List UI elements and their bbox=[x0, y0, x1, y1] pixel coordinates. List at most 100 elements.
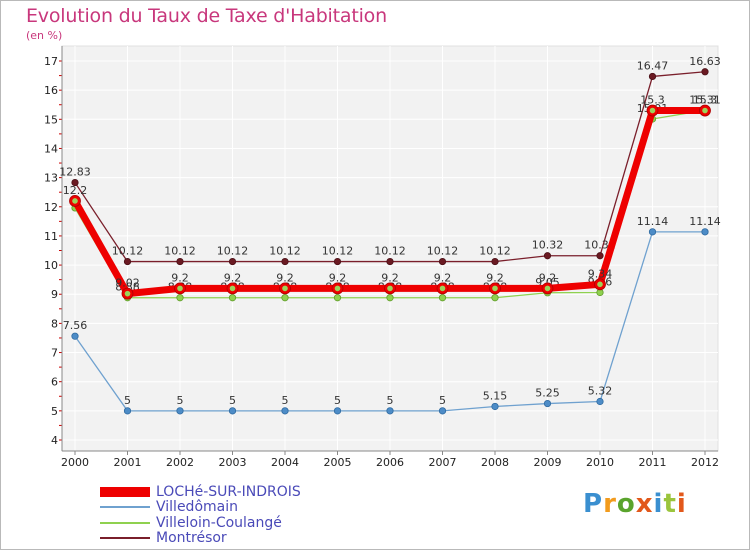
y-tick-label: 15 bbox=[44, 113, 58, 126]
series-3-data-label: 9.2 bbox=[224, 271, 242, 284]
series-2-point bbox=[648, 228, 657, 236]
series-1-point bbox=[228, 294, 237, 302]
series-0-point bbox=[333, 257, 342, 266]
series-2-point bbox=[543, 399, 552, 408]
y-tick-label: 7 bbox=[51, 347, 58, 360]
series-2-data-label: 11.14 bbox=[637, 215, 669, 228]
x-tick-label: 2004 bbox=[271, 456, 299, 469]
series-2-data-label: 7.56 bbox=[63, 319, 88, 332]
y-tick-label: 9 bbox=[51, 288, 58, 301]
series-2-data-label: 5 bbox=[177, 394, 184, 407]
series-2-data-label: 11.14 bbox=[689, 215, 721, 228]
series-2-point bbox=[333, 407, 342, 415]
series-1-data-label: 15.31 bbox=[689, 93, 721, 106]
series-2-point bbox=[701, 228, 709, 236]
series-1-point bbox=[438, 294, 447, 302]
y-tick-label: 4 bbox=[51, 434, 58, 447]
y-tick-label: 8 bbox=[51, 317, 58, 330]
series-3-data-label: 9.2 bbox=[276, 271, 294, 284]
series-3-data-label: 9.2 bbox=[329, 271, 347, 284]
logo-letter: r bbox=[603, 489, 617, 519]
legend-label-villeloin: Villeloin-Coulangé bbox=[156, 514, 282, 531]
series-1-point bbox=[333, 294, 342, 302]
series-3-data-label: 9.2 bbox=[381, 271, 399, 284]
logo-letter: P bbox=[583, 489, 604, 519]
x-tick-label: 2011 bbox=[639, 456, 667, 469]
proxiti-logo: Proxiti bbox=[583, 489, 687, 519]
legend-label-loche: LOCHé-SUR-INDROIS bbox=[156, 483, 301, 500]
series-0-data-label: 10.12 bbox=[217, 245, 249, 258]
series-2-point bbox=[176, 407, 184, 415]
series-1-point bbox=[491, 294, 499, 302]
chart-title: Evolution du Taux de Taxe d'Habitation bbox=[26, 5, 387, 27]
series-0-point bbox=[438, 257, 447, 266]
series-2-data-label: 5 bbox=[282, 394, 289, 407]
y-tick-label: 17 bbox=[44, 55, 58, 68]
series-3-point-inner bbox=[492, 285, 498, 292]
series-1-point bbox=[176, 294, 184, 302]
legend-item-montresor: Montrésor bbox=[100, 530, 301, 547]
series-2-point bbox=[281, 407, 289, 415]
series-3-data-label: 9.02 bbox=[115, 277, 140, 290]
x-tick-label: 2005 bbox=[324, 456, 352, 469]
series-0-point bbox=[491, 257, 499, 266]
series-0-data-label: 10.12 bbox=[269, 245, 301, 258]
logo-letter: i bbox=[653, 489, 664, 519]
series-1-point bbox=[596, 288, 604, 297]
series-0-data-label: 10.12 bbox=[374, 245, 406, 258]
series-3-point-inner bbox=[334, 285, 341, 292]
x-tick-label: 2001 bbox=[114, 456, 142, 469]
series-3-data-label: 9.2 bbox=[434, 271, 452, 284]
series-2-point bbox=[386, 407, 394, 415]
legend-swatch-villeloin bbox=[100, 521, 150, 524]
legend-label-villedomain: Villedômain bbox=[156, 499, 238, 516]
series-0-data-label: 10.12 bbox=[322, 245, 354, 258]
series-3-point-inner bbox=[72, 198, 78, 204]
series-3-data-label: 15.3 bbox=[640, 94, 665, 107]
legend-swatch-villedomain bbox=[100, 506, 150, 509]
series-0-point bbox=[648, 72, 657, 81]
series-3-point-inner bbox=[544, 285, 551, 292]
series-3-point-inner bbox=[597, 281, 603, 288]
series-0-data-label: 10.32 bbox=[532, 239, 564, 252]
legend-swatch-montresor bbox=[100, 537, 150, 540]
y-tick-label: 16 bbox=[44, 84, 58, 97]
x-tick-label: 2006 bbox=[376, 456, 404, 469]
series-2-point bbox=[596, 397, 604, 406]
y-tick-label: 10 bbox=[44, 259, 58, 272]
series-0-data-label: 10.12 bbox=[112, 245, 144, 258]
x-tick-label: 2000 bbox=[61, 456, 89, 469]
logo-letter: x bbox=[635, 489, 654, 519]
y-tick-label: 12 bbox=[44, 201, 58, 214]
series-3-point-inner bbox=[649, 107, 656, 114]
y-tick-label: 14 bbox=[44, 142, 58, 155]
legend-label-montresor: Montrésor bbox=[156, 530, 227, 547]
logo-letter: t bbox=[663, 489, 677, 519]
series-2-point bbox=[491, 402, 499, 411]
legend-swatch-loche bbox=[100, 486, 150, 497]
series-3-data-label: 9.34 bbox=[588, 267, 613, 280]
series-0-point bbox=[543, 252, 552, 260]
series-0-point bbox=[596, 252, 604, 260]
series-2-point bbox=[228, 407, 237, 415]
series-1-point bbox=[281, 294, 289, 302]
series-2-data-label: 5 bbox=[439, 394, 446, 407]
x-tick-label: 2007 bbox=[429, 456, 457, 469]
series-0-data-label: 10.12 bbox=[479, 245, 511, 258]
y-tick-label: 11 bbox=[44, 230, 58, 243]
series-3-point-inner bbox=[387, 285, 393, 292]
series-2-data-label: 5.25 bbox=[535, 387, 560, 400]
series-3-data-label: 9.2 bbox=[171, 271, 189, 284]
series-0-data-label: 16.47 bbox=[637, 59, 669, 72]
y-tick-label: 5 bbox=[51, 405, 58, 418]
series-0-point bbox=[701, 68, 709, 76]
y-tick-label: 13 bbox=[44, 172, 58, 185]
x-tick-label: 2003 bbox=[219, 456, 247, 469]
series-2-point bbox=[71, 332, 79, 340]
series-0-data-label: 10.12 bbox=[164, 245, 196, 258]
series-3-point-inner bbox=[702, 107, 708, 114]
series-2-data-label: 5 bbox=[387, 394, 394, 407]
series-2-data-label: 5 bbox=[334, 394, 341, 407]
series-3-point-inner bbox=[177, 285, 183, 292]
